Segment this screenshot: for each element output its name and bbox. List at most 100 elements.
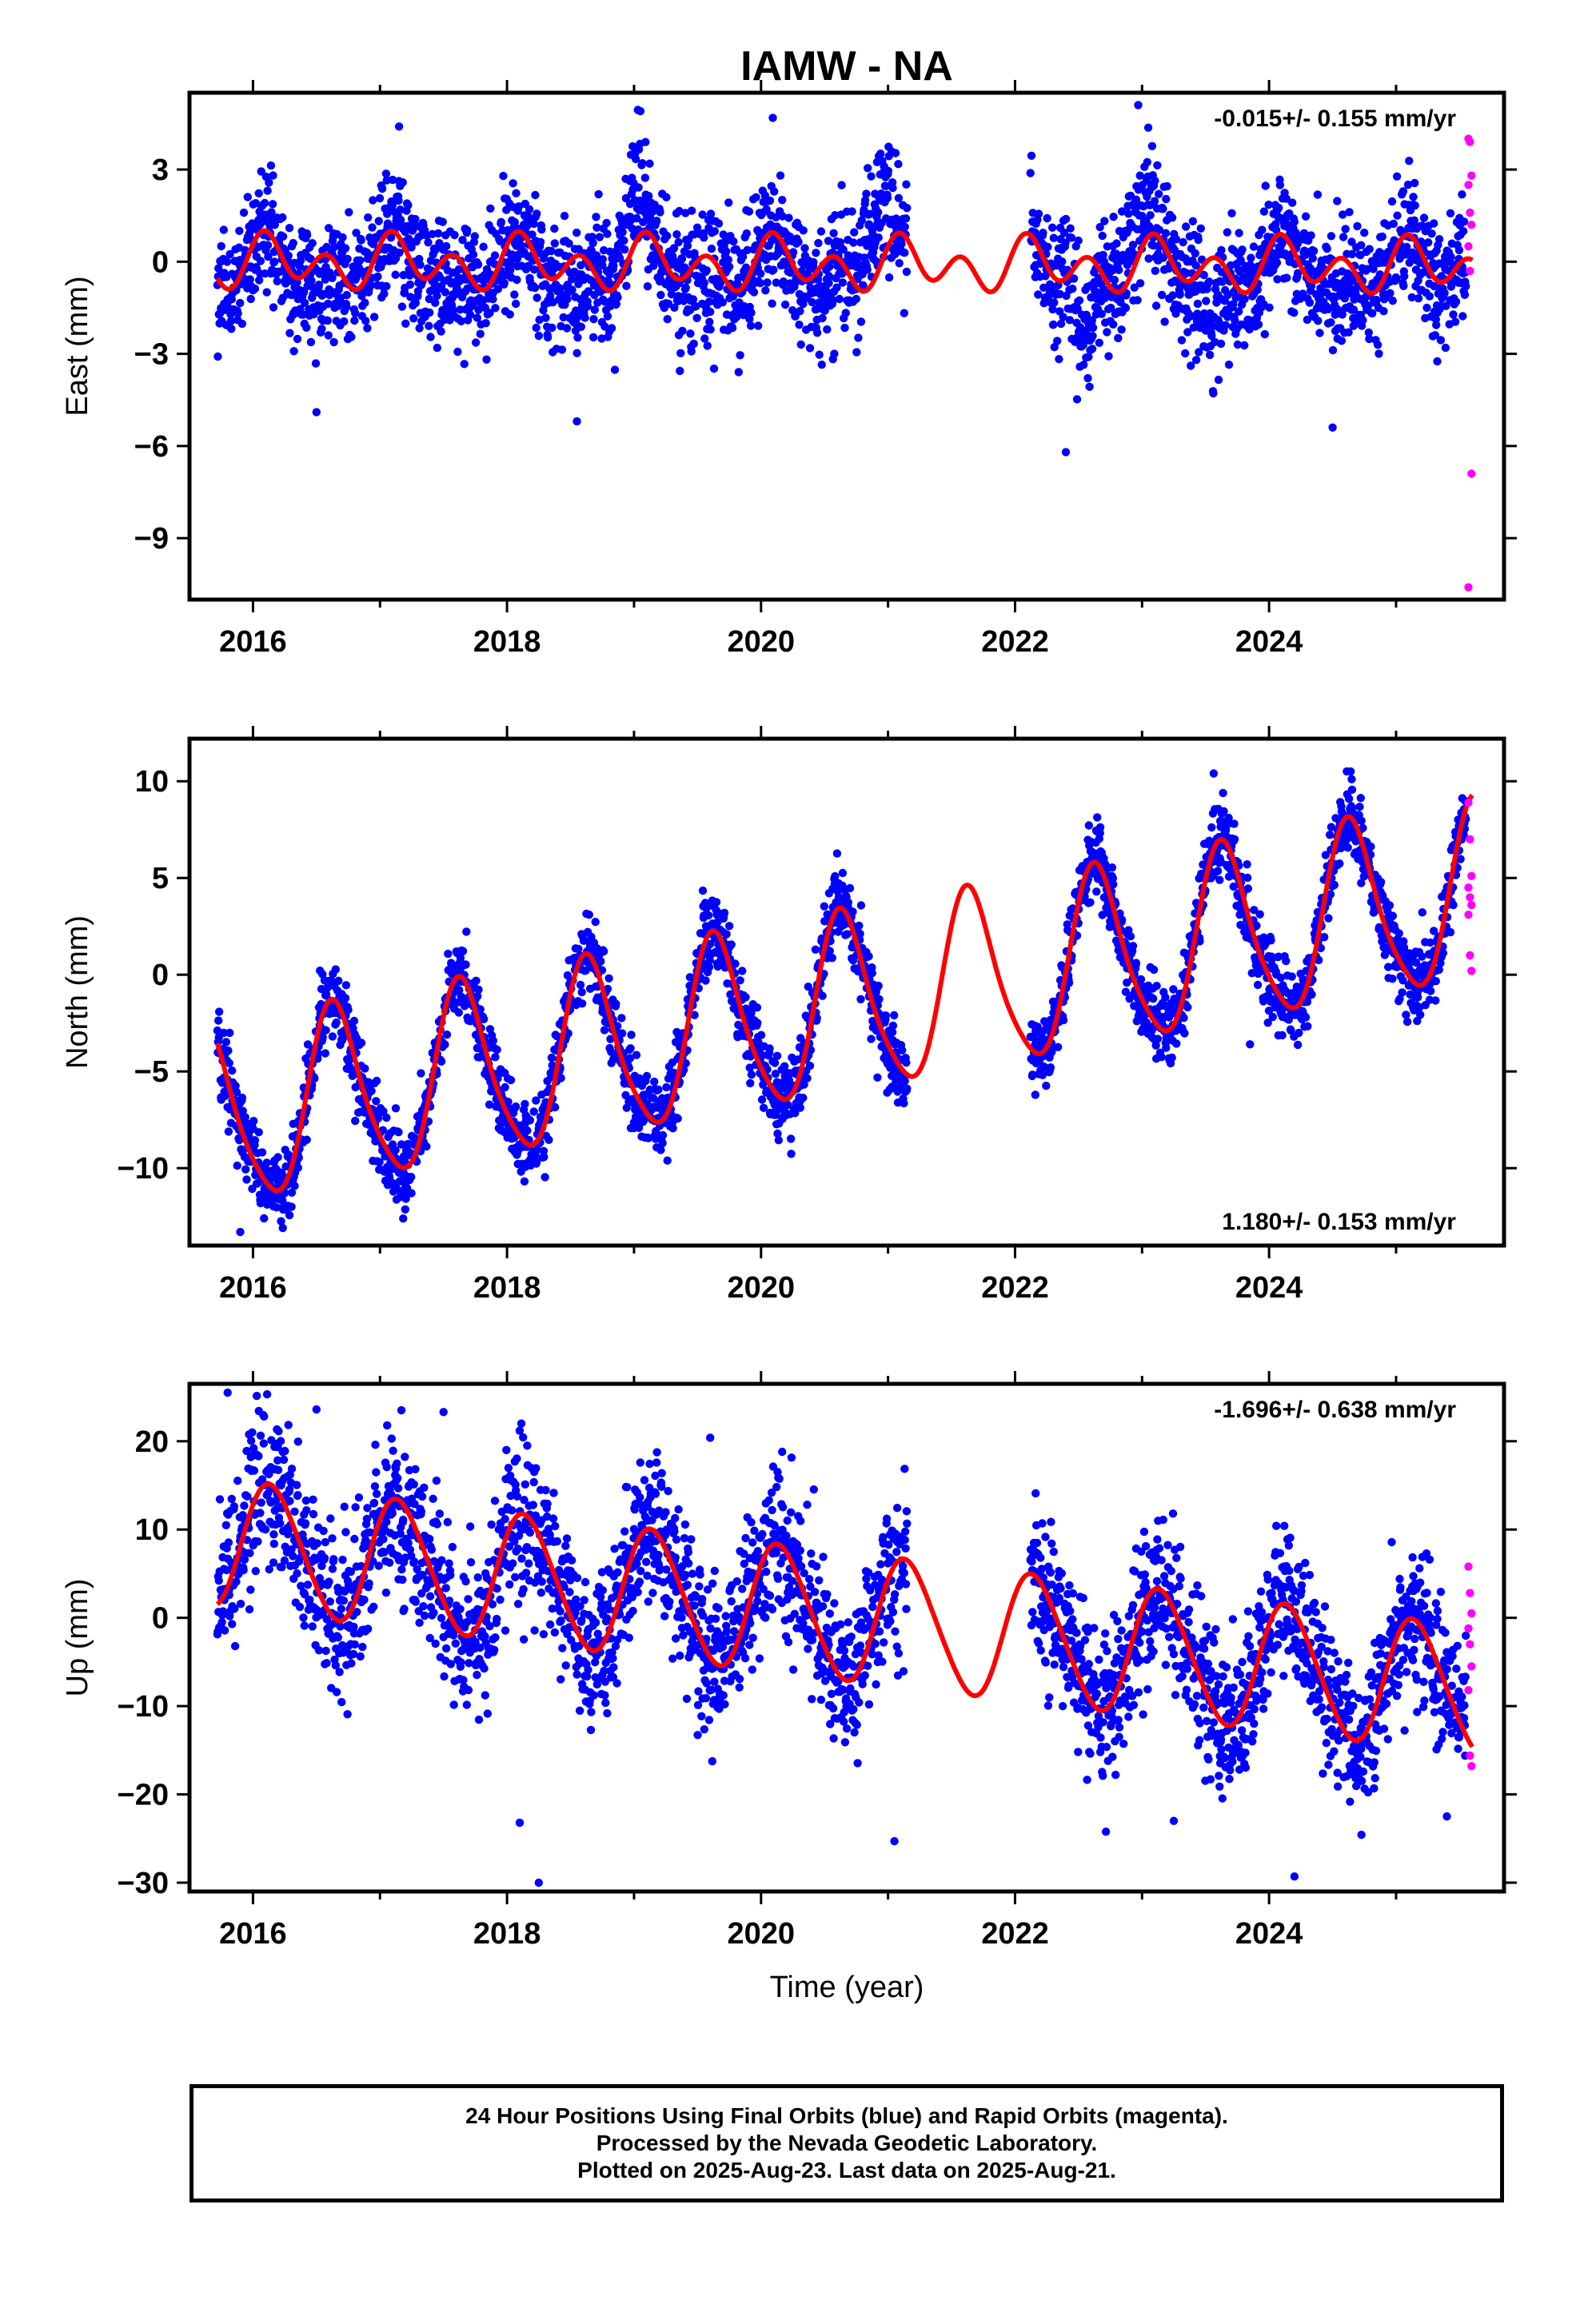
final-orbit-point	[720, 909, 728, 917]
final-orbit-point	[493, 1046, 501, 1054]
final-orbit-point	[269, 171, 277, 179]
final-orbit-point	[715, 219, 723, 227]
final-orbit-point	[1149, 995, 1157, 1003]
final-orbit-point	[391, 271, 399, 279]
final-orbit-point	[889, 1022, 897, 1030]
final-orbit-point	[439, 217, 447, 225]
final-orbit-point	[279, 1224, 287, 1232]
final-orbit-point	[1086, 899, 1094, 907]
final-orbit-point	[773, 1052, 781, 1060]
final-orbit-point	[678, 327, 686, 335]
final-orbit-point	[1168, 213, 1176, 221]
final-orbit-point	[809, 258, 817, 266]
final-orbit-point	[712, 898, 720, 906]
final-orbit-point	[743, 229, 751, 237]
final-orbit-point	[897, 240, 905, 248]
final-orbit-point	[645, 160, 653, 168]
final-orbit-point	[261, 199, 269, 207]
final-orbit-point	[768, 300, 776, 308]
final-orbit-point	[638, 159, 646, 167]
final-orbit-point	[854, 333, 862, 341]
final-orbit-point	[441, 288, 449, 296]
final-orbit-point	[1089, 324, 1097, 332]
final-orbit-point	[512, 300, 520, 308]
final-orbit-point	[238, 320, 246, 328]
final-orbit-point	[864, 265, 872, 273]
final-orbit-point	[1191, 249, 1199, 257]
final-orbit-point	[1388, 197, 1396, 205]
final-orbit-point	[781, 301, 789, 309]
final-orbit-point	[699, 887, 707, 895]
final-orbit-point	[1314, 317, 1322, 325]
final-orbit-point	[618, 1029, 626, 1037]
final-orbit-point	[395, 122, 403, 130]
final-orbit-point	[345, 208, 353, 216]
final-orbit-point	[1031, 1090, 1039, 1098]
final-orbit-point	[875, 995, 883, 1003]
final-orbit-point	[350, 317, 358, 325]
final-orbit-point	[1152, 982, 1160, 990]
final-orbit-point	[409, 314, 417, 322]
final-orbit-point	[1357, 241, 1365, 249]
final-orbit-point	[770, 187, 778, 195]
final-orbit-point	[361, 1064, 369, 1072]
final-orbit-point	[688, 206, 696, 214]
final-orbit-point	[662, 193, 670, 201]
final-orbit-point	[1100, 217, 1108, 225]
final-orbit-point	[1062, 448, 1070, 456]
final-orbit-point	[690, 340, 698, 348]
final-orbit-point	[361, 317, 369, 325]
final-orbit-point	[1144, 254, 1152, 262]
final-orbit-point	[401, 320, 409, 328]
final-orbit-point	[617, 1014, 625, 1022]
final-orbit-point	[382, 282, 390, 290]
final-orbit-point	[728, 940, 736, 948]
final-orbit-point	[361, 299, 369, 307]
final-orbit-point	[620, 237, 628, 245]
final-orbit-point	[537, 238, 545, 246]
final-orbit-point	[394, 1128, 402, 1136]
final-orbit-point	[745, 207, 753, 215]
final-orbit-point	[474, 261, 482, 269]
final-orbit-point	[868, 969, 876, 977]
final-orbit-point	[875, 982, 883, 990]
final-orbit-point	[722, 247, 730, 255]
final-orbit-point	[1215, 376, 1223, 384]
final-orbit-point	[321, 1026, 329, 1034]
rapid-orbit-point	[1467, 221, 1475, 229]
final-orbit-point	[1389, 297, 1397, 305]
final-orbit-point	[317, 325, 325, 333]
final-orbit-point	[1345, 208, 1353, 216]
final-orbit-point	[700, 233, 708, 241]
final-orbit-point	[242, 1175, 250, 1183]
final-orbit-point	[342, 981, 350, 989]
final-orbit-point	[1088, 345, 1096, 353]
final-orbit-point	[731, 959, 739, 967]
final-orbit-point	[499, 172, 507, 180]
final-orbit-point	[399, 1214, 407, 1222]
final-orbit-point	[521, 1100, 529, 1108]
final-orbit-point	[558, 345, 566, 353]
final-orbit-point	[357, 1038, 365, 1046]
final-orbit-point	[382, 1114, 390, 1122]
final-orbit-point	[641, 173, 649, 181]
final-orbit-point	[1085, 383, 1093, 391]
final-orbit-point	[837, 181, 845, 189]
final-orbit-point	[1260, 207, 1268, 215]
final-orbit-point	[895, 194, 903, 202]
final-orbit-point	[442, 242, 450, 250]
final-orbit-point	[1144, 124, 1152, 132]
final-orbit-point	[1158, 291, 1166, 299]
final-orbit-point	[368, 223, 376, 231]
final-orbit-point	[594, 190, 602, 198]
final-orbit-point	[509, 179, 517, 187]
final-orbit-point	[812, 249, 820, 257]
final-orbit-point	[1399, 282, 1407, 290]
final-orbit-point	[903, 268, 911, 276]
final-orbit-point	[875, 233, 883, 241]
final-orbit-point	[1117, 325, 1125, 333]
final-orbit-point	[1049, 321, 1057, 329]
final-orbit-point	[1127, 932, 1135, 940]
final-orbit-point	[238, 1094, 246, 1102]
final-orbit-point	[285, 252, 293, 260]
